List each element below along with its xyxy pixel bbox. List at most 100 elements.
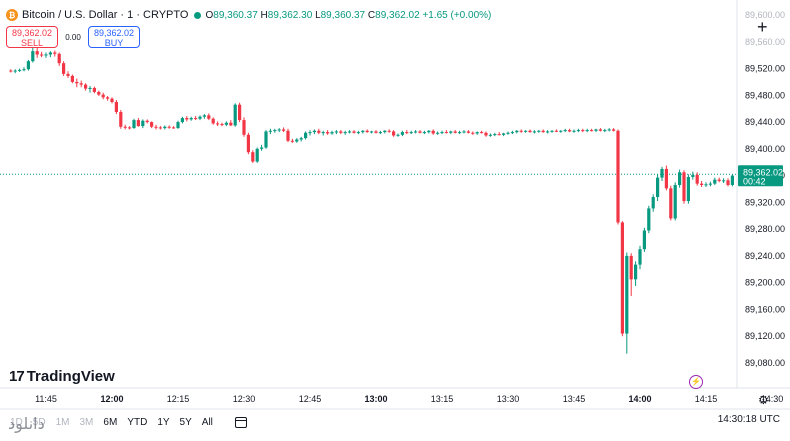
candle-body [123, 126, 127, 128]
candle-body [541, 130, 545, 133]
candle-body [150, 122, 154, 127]
candle-body [202, 115, 206, 117]
candle-body [31, 51, 35, 62]
price-tick-label: 89,200.00 [745, 278, 785, 288]
candle-body [255, 148, 259, 162]
time-tick-label: 14:00 [628, 394, 651, 404]
candle-body [260, 147, 264, 149]
watermark-text: دانلود [8, 414, 45, 433]
candle-body [330, 132, 334, 134]
candle-body [524, 130, 528, 132]
candle-body [502, 133, 506, 135]
tradingview-logo-text: TradingView [26, 368, 115, 385]
candle-body [629, 255, 633, 280]
symbol-title[interactable]: Bitcoin / U.S. Dollar · 1 · CRYPTO [22, 9, 189, 21]
candle-body [233, 104, 237, 126]
candle-body [40, 54, 44, 56]
buy-button[interactable]: 89,362.02 BUY [88, 26, 140, 48]
candle-body [348, 131, 352, 133]
candle-body [13, 70, 17, 72]
sell-label: SELL [20, 38, 44, 48]
candle-body [642, 230, 646, 250]
candle-body [339, 131, 343, 133]
range-1y[interactable]: 1Y [157, 416, 170, 428]
buy-label: BUY [104, 38, 124, 48]
time-tick-label: 12:30 [233, 394, 256, 404]
candle-body [722, 180, 726, 182]
range-6m[interactable]: 6M [103, 416, 118, 428]
candle-body [75, 81, 79, 84]
change-value: +1.65 (+0.00%) [422, 9, 492, 21]
candle-body [559, 130, 563, 132]
candle-body [92, 87, 96, 92]
candle-body [427, 130, 431, 133]
calendar-icon[interactable] [234, 416, 247, 428]
candle-body [480, 132, 484, 134]
candle-body [590, 130, 594, 132]
candle-body [554, 130, 558, 132]
candle-body [295, 139, 299, 142]
range-ytd[interactable]: YTD [127, 416, 148, 428]
candle-body [48, 52, 52, 55]
candle-body [612, 129, 616, 131]
candle-body [374, 131, 378, 133]
candle-body [141, 120, 145, 127]
range-1d[interactable]: 1D [10, 416, 23, 428]
candle-body [647, 208, 651, 231]
range-5y[interactable]: 5Y [179, 416, 192, 428]
add-plus-icon[interactable]: + [757, 17, 768, 37]
candle-body [365, 130, 369, 133]
candle-body [172, 127, 176, 129]
candle-body [563, 130, 567, 132]
candle-body [713, 179, 717, 184]
candle-body [334, 131, 338, 133]
candle-body [453, 131, 457, 133]
candle-body [167, 126, 171, 128]
time-tick-label: 14:30 [761, 394, 784, 404]
settings-gear-icon[interactable]: ⚙ [758, 393, 769, 407]
range-5d[interactable]: 5D [32, 416, 46, 428]
candle-body [242, 120, 246, 135]
candle-body [717, 179, 721, 181]
candle-body [471, 132, 475, 134]
candle-body [678, 172, 682, 185]
candle-body [616, 130, 620, 223]
range-1m[interactable]: 1M [55, 416, 70, 428]
candle-body [264, 131, 268, 148]
utc-clock[interactable]: 14:30:18 UTC [717, 414, 780, 425]
market-status-icon [194, 11, 202, 19]
last-price-label: 89,362.02 [743, 167, 783, 177]
bolt-icon[interactable]: ⚡ [689, 375, 703, 389]
candle-body [673, 184, 677, 219]
candle-body [145, 120, 149, 123]
tradingview-logo[interactable]: 17 TradingView [9, 368, 115, 385]
candle-body [370, 131, 374, 133]
candle-body [216, 123, 220, 125]
candle-body [700, 183, 704, 185]
price-tick-label: 89,400.00 [745, 144, 785, 154]
candle-body [9, 70, 13, 72]
range-3m[interactable]: 3M [79, 416, 94, 428]
price-tick-label: 89,160.00 [745, 304, 785, 314]
candle-body [686, 176, 690, 202]
candle-body [106, 97, 110, 99]
time-tick-label: 12:00 [100, 394, 123, 404]
range-all[interactable]: All [201, 416, 213, 428]
price-tick-label: 89,320.00 [745, 197, 785, 207]
buy-price: 89,362.02 [93, 28, 135, 38]
trade-buttons: 89,362.02 SELL 0.00 89,362.02 BUY [6, 26, 140, 48]
candle-body [634, 264, 638, 280]
candle-body [229, 122, 233, 126]
sell-button[interactable]: 89,362.02 SELL [6, 26, 58, 48]
candle-body [488, 134, 492, 136]
candle-body [268, 130, 272, 132]
price-tick-label: 89,280.00 [745, 224, 785, 234]
open-value: 89,360.37 [213, 9, 258, 21]
candle-body [396, 134, 400, 136]
candle-body [224, 122, 228, 125]
candle-body [638, 249, 642, 265]
close-label: C [367, 9, 376, 21]
candle-body [352, 131, 356, 133]
candle-body [669, 188, 673, 219]
